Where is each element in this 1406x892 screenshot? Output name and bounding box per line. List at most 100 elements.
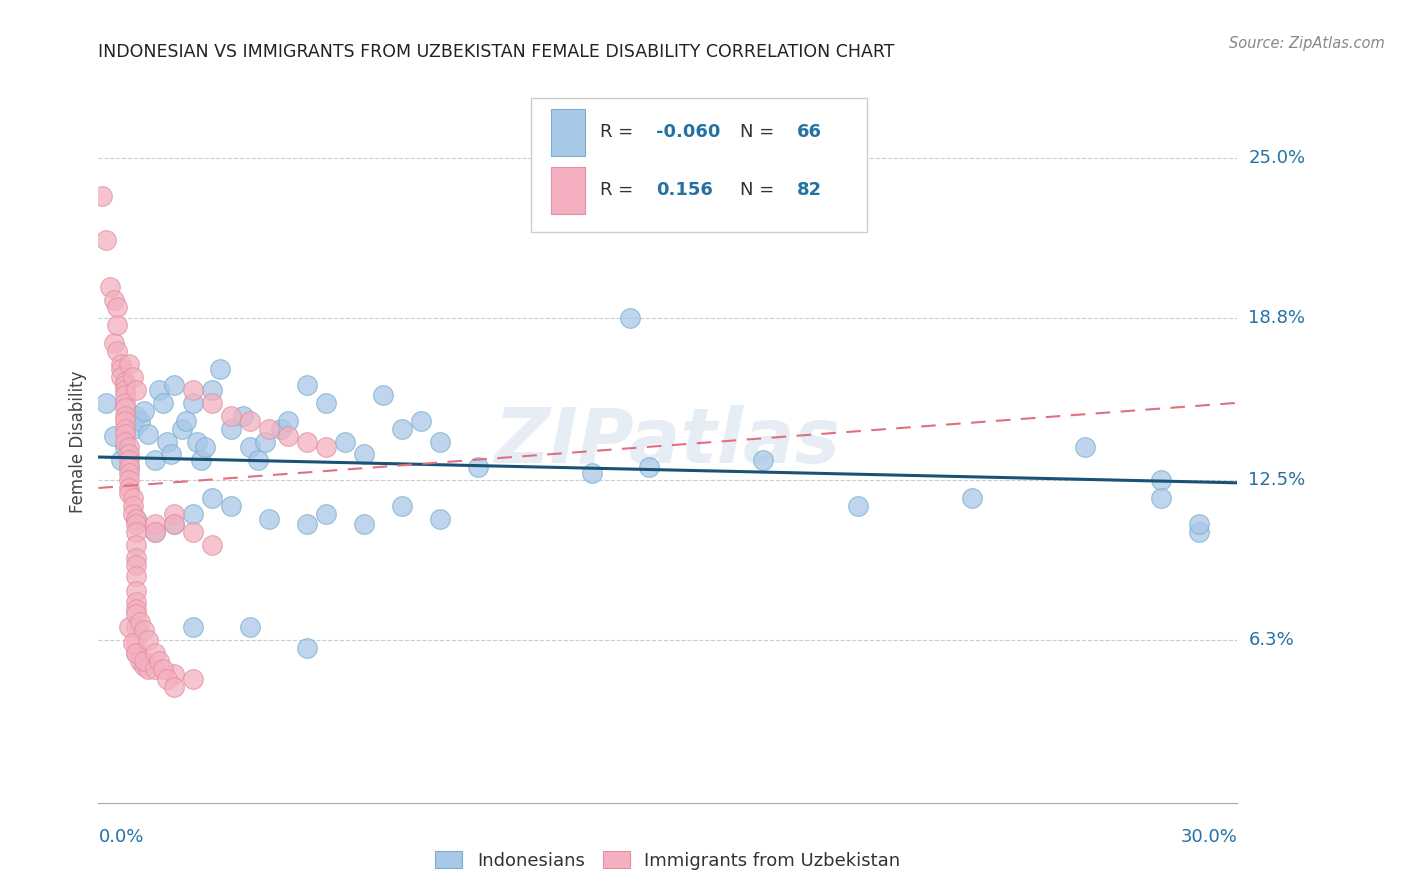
Point (183, 507, 205, 521)
Point (125, 524, 148, 539)
Point (148, 654, 170, 668)
Point (254, 434, 277, 449)
Text: 18.8%: 18.8% (1249, 309, 1305, 326)
Point (159, 447, 181, 461)
Point (125, 602, 148, 616)
Point (125, 512, 148, 526)
Point (638, 460, 661, 475)
Point (391, 499, 413, 513)
Text: R =: R = (599, 181, 644, 199)
Point (221, 499, 243, 513)
Point (125, 409, 148, 423)
Point (246, 452, 269, 467)
Point (103, 293, 125, 307)
Point (132, 654, 155, 668)
Point (239, 620, 262, 634)
Point (145, 646, 167, 660)
Text: 6.3%: 6.3% (1249, 632, 1294, 649)
Point (183, 383, 205, 397)
Point (132, 623, 155, 637)
Point (118, 620, 141, 634)
Point (163, 680, 186, 694)
Point (94, 233, 117, 247)
Point (125, 620, 148, 634)
Point (297, 517, 319, 532)
Point (118, 460, 141, 475)
Point (163, 377, 186, 392)
Point (136, 633, 159, 648)
FancyBboxPatch shape (531, 98, 868, 232)
Point (163, 517, 186, 532)
Point (125, 607, 148, 622)
Text: ZIPatlas: ZIPatlas (495, 405, 841, 478)
Point (145, 662, 167, 676)
Text: 0.156: 0.156 (657, 181, 713, 199)
Point (619, 310, 641, 325)
Point (752, 452, 775, 467)
Point (125, 383, 148, 397)
Bar (551, 109, 585, 156)
Point (846, 499, 869, 513)
Point (125, 646, 148, 660)
Point (174, 414, 197, 428)
Point (1188, 517, 1211, 532)
Point (232, 409, 254, 423)
Point (270, 422, 292, 436)
Point (129, 654, 152, 668)
Point (110, 370, 132, 384)
Point (315, 440, 337, 454)
Point (277, 414, 299, 428)
Point (163, 517, 186, 532)
Legend: Indonesians, Immigrants from Uzbekistan: Indonesians, Immigrants from Uzbekistan (427, 844, 908, 877)
Text: Source: ZipAtlas.com: Source: ZipAtlas.com (1229, 36, 1385, 51)
Point (297, 377, 319, 392)
Point (145, 524, 167, 539)
Point (125, 517, 148, 532)
Point (114, 414, 136, 428)
Text: 30.0%: 30.0% (1181, 828, 1237, 846)
Point (183, 620, 205, 634)
Point (156, 434, 179, 449)
Point (114, 440, 136, 454)
Point (221, 409, 243, 423)
Point (201, 491, 224, 506)
Text: N =: N = (740, 181, 779, 199)
Point (186, 434, 208, 449)
Point (125, 550, 148, 565)
Point (129, 615, 152, 630)
Point (190, 452, 212, 467)
Point (107, 344, 129, 359)
Point (121, 507, 143, 521)
Point (94, 396, 117, 410)
Point (121, 636, 143, 650)
Point (110, 452, 132, 467)
Point (239, 440, 262, 454)
Point (156, 672, 179, 686)
Point (467, 460, 489, 475)
Point (114, 375, 136, 389)
Point (125, 558, 148, 573)
Point (1188, 524, 1211, 539)
Text: 82: 82 (797, 181, 821, 199)
Point (125, 646, 148, 660)
Text: 66: 66 (797, 123, 821, 141)
Point (114, 388, 136, 402)
Point (125, 594, 148, 608)
Point (163, 666, 186, 681)
Text: -0.060: -0.060 (657, 123, 721, 141)
Point (429, 512, 451, 526)
Point (125, 568, 148, 582)
Point (353, 447, 375, 461)
Text: R =: R = (599, 123, 638, 141)
Point (145, 524, 167, 539)
Point (125, 512, 148, 526)
Point (353, 517, 375, 532)
Point (118, 486, 141, 500)
Text: 12.5%: 12.5% (1249, 471, 1306, 489)
Point (201, 383, 224, 397)
Point (335, 434, 357, 449)
Point (125, 636, 148, 650)
Point (315, 396, 337, 410)
Point (114, 383, 136, 397)
Point (297, 640, 319, 655)
